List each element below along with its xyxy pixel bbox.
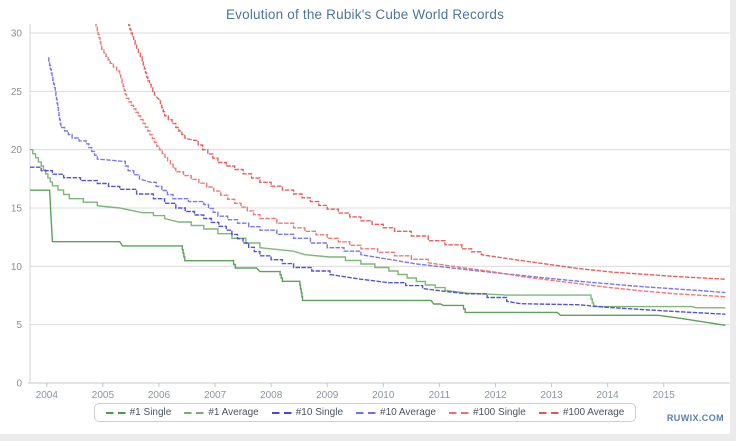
x-axis-label-2006: 2006 xyxy=(148,390,171,401)
legend-item-10-single[interactable]: #10 Single xyxy=(271,407,344,418)
series-line-100-single xyxy=(95,24,726,298)
series-line-10-average xyxy=(47,57,726,294)
page-edge-bottom xyxy=(0,434,736,441)
x-axis-label-2014: 2014 xyxy=(596,390,619,401)
legend-item-1-single[interactable]: #1 Single xyxy=(105,407,172,418)
x-axis-label-2004: 2004 xyxy=(36,390,59,401)
x-axis-label-2011: 2011 xyxy=(429,390,451,401)
x-axis-label-2008: 2008 xyxy=(260,390,283,401)
legend-swatch-line-icon xyxy=(271,411,292,414)
x-axis-label-2015: 2015 xyxy=(653,390,676,401)
chart-title: Evolution of the Rubik's Cube World Reco… xyxy=(225,7,505,22)
legend-item-100-average[interactable]: #100 Average xyxy=(538,407,625,418)
series-line-10-single xyxy=(30,166,726,315)
x-axis-label-2009: 2009 xyxy=(316,390,339,401)
legend-item-100-single[interactable]: #100 Single xyxy=(449,407,526,418)
legend-swatch-line-icon xyxy=(184,411,204,414)
series-line-1-average xyxy=(30,149,726,309)
legend-swatch-line-icon xyxy=(356,411,376,414)
y-axis-label-10: 10 xyxy=(11,262,23,273)
legend-label: #1 Average xyxy=(208,407,259,418)
x-axis-label-2005: 2005 xyxy=(92,390,115,401)
x-axis-label-2012: 2012 xyxy=(484,390,507,401)
y-axis-label-5: 5 xyxy=(16,320,22,331)
legend-swatch-line-icon xyxy=(105,411,126,414)
x-axis-label-2010: 2010 xyxy=(372,390,395,401)
legend-label: #1 Single xyxy=(129,407,172,418)
legend-label: #100 Single xyxy=(473,407,526,418)
legend-box: #1 Single #1 Average #10 Single #10 Average… xyxy=(93,403,637,422)
watermark-link[interactable]: RUWIX.COM xyxy=(666,413,724,423)
legend-item-10-average[interactable]: #10 Average xyxy=(356,407,436,418)
x-axis-label-2007: 2007 xyxy=(204,390,227,401)
legend-label: #100 Average xyxy=(562,407,625,418)
y-axis-label-30: 30 xyxy=(11,29,23,40)
y-axis-label-25: 25 xyxy=(11,87,23,98)
x-axis-label-2013: 2013 xyxy=(540,390,563,401)
legend-label: #10 Single xyxy=(295,407,344,418)
legend-item-1-average[interactable]: #1 Average xyxy=(184,407,259,418)
legend-label: #10 Average xyxy=(380,407,436,418)
series-line-100-average xyxy=(127,24,726,280)
series-line-1-single xyxy=(30,189,726,326)
page-edge-right xyxy=(730,0,736,441)
y-axis-label-0: 0 xyxy=(16,379,22,390)
y-axis-label-20: 20 xyxy=(11,145,23,156)
legend: #1 Single #1 Average #10 Single #10 Average… xyxy=(0,403,730,422)
chart-plot-area: 0 5 10 15 20 25 30 2004 2005 2006 2007 2008 2009 2010… xyxy=(11,24,731,401)
legend-swatch-line-icon xyxy=(449,411,469,414)
y-axis-label-15: 15 xyxy=(11,204,23,215)
legend-swatch-line-icon xyxy=(538,411,559,414)
